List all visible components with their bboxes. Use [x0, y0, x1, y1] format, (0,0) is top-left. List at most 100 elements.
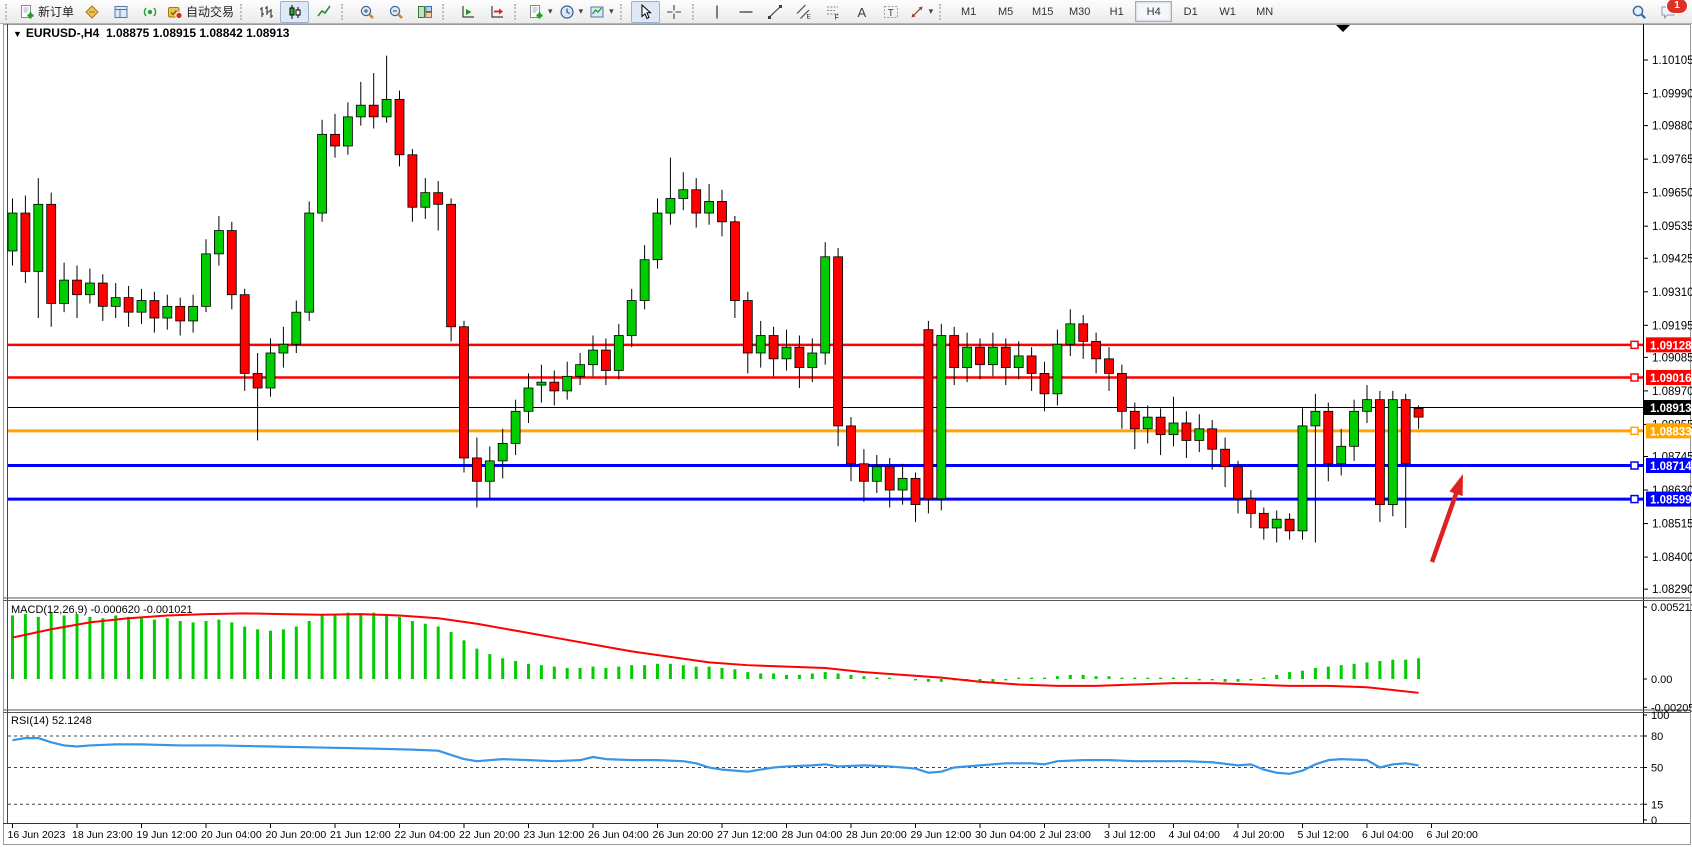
- macd-histogram-bar: [926, 679, 930, 682]
- current-price-label: 1.08913: [1650, 403, 1692, 415]
- timeframe-m1-button[interactable]: M1: [961, 5, 977, 18]
- candle-bullish: [807, 352, 818, 368]
- candle-bullish: [613, 335, 624, 371]
- candle-bearish: [72, 279, 82, 296]
- collapse-triangle-icon[interactable]: ▼: [13, 29, 22, 39]
- macd-histogram-bar: [1107, 676, 1111, 679]
- symbol-marker-triangle[interactable]: [1336, 25, 1350, 32]
- candle-chart-button[interactable]: [280, 0, 310, 23]
- new-order-button[interactable]: 新订单: [16, 1, 77, 23]
- time-axis-label: 29 Jun 12:00: [911, 829, 972, 841]
- candle-bearish: [175, 305, 186, 322]
- text-label-button[interactable]: T: [877, 1, 906, 23]
- rsi-axis-label: 100: [1651, 710, 1669, 722]
- candle-bearish: [20, 212, 31, 272]
- indicators-button[interactable]: ▾: [525, 1, 556, 23]
- toolbar-grip: [939, 3, 946, 20]
- macd-histogram-bar: [656, 663, 659, 679]
- vertical-line-button[interactable]: [703, 1, 732, 23]
- chart-shift-button[interactable]: [482, 1, 511, 23]
- dropdown-caret-icon[interactable]: ▾: [578, 6, 584, 16]
- text-button[interactable]: A: [848, 1, 877, 23]
- macd-histogram-bar: [1017, 677, 1021, 679]
- candle-bullish: [33, 203, 44, 272]
- search-button[interactable]: [1624, 1, 1653, 23]
- bar-chart-button[interactable]: [251, 1, 280, 23]
- line-chart-button[interactable]: [309, 1, 338, 23]
- autotrading-label: 自动交易: [186, 5, 235, 19]
- candle-bullish: [1168, 422, 1179, 436]
- timeframe-m5-button[interactable]: M5: [998, 5, 1014, 18]
- candle-bullish: [962, 346, 972, 368]
- candle-bearish: [394, 98, 405, 156]
- hline-drag-handle[interactable]: [1630, 373, 1639, 382]
- data-window-button[interactable]: [106, 1, 135, 23]
- candle-bullish: [562, 375, 573, 392]
- timeframe-m30-button[interactable]: M30: [1068, 5, 1091, 18]
- templates-button[interactable]: ▾: [586, 1, 617, 23]
- candle-bullish: [355, 104, 366, 118]
- timeframe-d1-button[interactable]: D1: [1183, 5, 1198, 18]
- hline-price-label: 1.09128: [1650, 340, 1692, 352]
- hline-drag-handle[interactable]: [1630, 426, 1639, 436]
- hline-price-flag: [1646, 491, 1691, 507]
- time-axis-label: 27 Jun 12:00: [717, 829, 778, 841]
- candle-bearish: [691, 189, 702, 214]
- macd-histogram-bar: [23, 614, 27, 679]
- market-watch-button[interactable]: [77, 1, 106, 23]
- time-axis-label: 6 Jul 20:00: [1427, 829, 1479, 841]
- macd-histogram-bar: [991, 679, 995, 682]
- candle-bullish: [1310, 410, 1321, 427]
- trend-line-icon: [767, 4, 783, 20]
- trend-arrow-head[interactable]: [1449, 474, 1463, 497]
- candle-bearish: [459, 326, 469, 459]
- autotrading-button[interactable]: 自动交易: [164, 1, 237, 23]
- candle-bearish: [833, 256, 843, 427]
- candle-bullish: [497, 442, 508, 462]
- signals-button[interactable]: [135, 1, 164, 23]
- candle-bullish: [575, 364, 585, 377]
- notifications-button[interactable]: 1: [1653, 0, 1688, 23]
- chart-background[interactable]: [0, 24, 1692, 847]
- candle-bearish: [123, 297, 134, 313]
- timeframe-w1-button[interactable]: W1: [1219, 5, 1236, 18]
- horizontal-line-button[interactable]: [732, 1, 761, 23]
- trend-arrow-annotation[interactable]: [1429, 490, 1460, 563]
- crosshair-button[interactable]: [660, 1, 689, 23]
- dropdown-caret-icon[interactable]: ▾: [548, 6, 553, 16]
- macd-histogram-bar: [1262, 677, 1266, 679]
- macd-histogram-bar: [191, 622, 195, 679]
- auto-scroll-button[interactable]: [453, 1, 482, 23]
- time-axis-label: 28 Jun 20:00: [846, 829, 907, 841]
- periods-button[interactable]: ▾: [556, 1, 587, 23]
- macd-indicator-label: MACD(12,26,9) -0.000620 -0.001021: [11, 604, 193, 616]
- zoom-in-button[interactable]: [352, 1, 381, 23]
- timeframe-h4-button[interactable]: H4: [1135, 1, 1173, 22]
- candle-bullish: [1297, 425, 1308, 532]
- chart-window[interactable]: 1.10105 1.09990 1.09880 1.09765 1.09650 1.095…: [0, 23, 1692, 847]
- macd-histogram-bar: [630, 665, 634, 679]
- equidistant-channel-button[interactable]: E: [790, 1, 819, 23]
- macd-histogram-bar: [733, 669, 737, 679]
- dropdown-caret-icon[interactable]: ▾: [928, 6, 934, 16]
- main-toolbar: 新订单 自动交易 ▾ ▾ ▾ E F A T ▾ M1 M5 M15 M30 H1 H4 D1 W1 MN 1: [0, 0, 1692, 24]
- zoom-out-button[interactable]: [381, 1, 410, 23]
- chart-shift-icon: [489, 4, 505, 20]
- hline-drag-handle[interactable]: [1630, 461, 1639, 470]
- hline-drag-handle[interactable]: [1630, 494, 1639, 504]
- timeframe-h1-button[interactable]: H1: [1109, 5, 1124, 18]
- cursor-button[interactable]: [630, 0, 660, 23]
- fibonacci-button[interactable]: F: [819, 1, 848, 23]
- arrows-tool-button[interactable]: ▾: [906, 1, 937, 23]
- macd-histogram-bar: [694, 666, 698, 679]
- hline-drag-handle[interactable]: [1630, 340, 1639, 350]
- dropdown-caret-icon[interactable]: ▾: [609, 6, 614, 16]
- timeframe-m15-button[interactable]: M15: [1031, 5, 1054, 18]
- timeframe-mn-button[interactable]: MN: [1256, 5, 1274, 18]
- trend-line-button[interactable]: [761, 1, 790, 23]
- time-axis-label: 4 Jul 20:00: [1233, 829, 1285, 841]
- tile-windows-button[interactable]: [410, 1, 439, 23]
- macd-histogram-bar: [462, 640, 466, 679]
- macd-histogram-bar: [862, 676, 866, 679]
